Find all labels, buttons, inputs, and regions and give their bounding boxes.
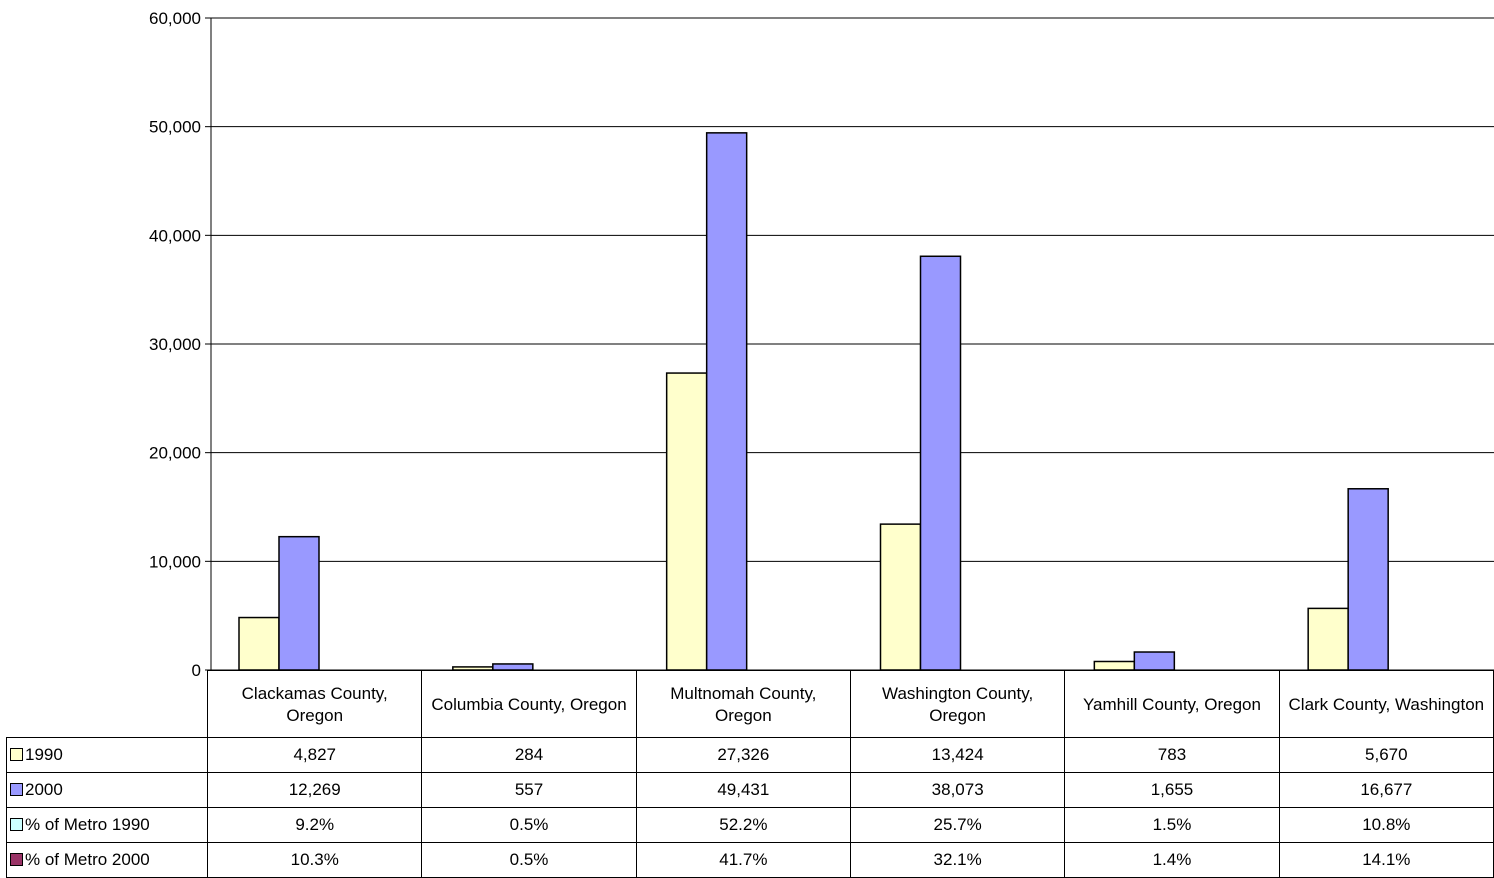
data-label: 1,655 [1064,772,1280,808]
category-header: Clackamas County, Oregon [207,670,423,738]
data-label: 0.5% [421,807,637,843]
data-label: 16,677 [1278,772,1494,808]
data-label: 557 [421,772,637,808]
data-label: 41.7% [635,842,852,878]
data-label: 49,431 [635,772,852,808]
bar-2000 [492,663,534,671]
data-label: 27,326 [635,737,852,773]
data-label: 5,670 [1278,737,1494,773]
series-label: 2000 [5,772,209,808]
data-label: 10.8% [1278,807,1494,843]
data-label: 284 [421,737,637,773]
data-label: 783 [1064,737,1280,773]
gridlines [211,17,1494,671]
category-header: Multnomah County, Oregon [635,670,852,738]
y-tick-label: 40,000 [149,226,201,245]
x-tick-label: Clark County, Washington [1288,695,1485,714]
data-label: 25.7% [849,807,1066,843]
legend-swatch [10,818,23,831]
y-tick-label: 10,000 [149,552,201,571]
data-label: 0.5% [421,842,637,878]
y-tick-label: 50,000 [149,118,201,137]
x-tick-label: Clackamas County, Oregon [241,684,388,725]
data-label: 10.3% [207,842,423,878]
bar-2000 [919,255,962,671]
bar-2000 [1347,488,1389,671]
bar-1990 [1307,607,1349,671]
y-tick-label: 20,000 [149,444,201,463]
bar-1990 [1093,660,1136,671]
y-tick-label: 30,000 [149,335,201,354]
x-tick-label: Yamhill County, Oregon [1082,695,1261,714]
data-table: Clackamas County, Oregon Columbia County,… [5,670,1494,878]
bar-1990 [879,523,922,671]
x-tick-label: Washington County, Oregon [882,684,1034,725]
bar-1990 [238,616,280,671]
series-name: 2000 [25,780,63,799]
data-label: 38,073 [849,772,1066,808]
x-tick-label: Multnomah County, Oregon [670,684,817,725]
bar-2000 [1133,651,1176,671]
table-corner [6,670,209,738]
data-label: 13,424 [849,737,1066,773]
series-label: % of Metro 2000 [5,842,209,878]
bar-2000 [705,132,748,671]
bars [238,132,1389,671]
category-header: Washington County, Oregon [849,670,1066,738]
bar-1990 [665,372,708,671]
bar-chart: 0 10,000 20,000 30,000 40,000 50,000 60,000 [149,9,1494,676]
x-tick-label: Columbia County, Oregon [431,695,627,714]
series-name: 1990 [25,745,63,764]
data-label: 32.1% [849,842,1066,878]
legend-swatch [10,748,23,761]
data-label: 9.2% [207,807,423,843]
table-row: % of Metro 2000 10.3% 0.5% 41.7% 32.1% 1.4% 14… [5,842,1494,878]
data-label: 1.4% [1064,842,1280,878]
table-row: 2000 12,269 557 49,431 38,073 1,655 16,677 [5,772,1494,808]
data-label: 52.2% [635,807,852,843]
data-label: 4,827 [207,737,423,773]
bar-2000 [278,535,320,671]
y-tick-label: 0 [192,661,201,676]
legend-swatch [10,783,23,796]
category-header: Clark County, Washington [1278,670,1494,738]
data-label: 1.5% [1064,807,1280,843]
data-label: 14.1% [1278,842,1494,878]
category-header: Columbia County, Oregon [421,670,637,738]
y-tick-label: 60,000 [149,9,201,28]
table-row: % of Metro 1990 9.2% 0.5% 52.2% 25.7% 1.5% 10.… [5,807,1494,843]
series-name: % of Metro 2000 [25,850,150,869]
series-label: % of Metro 1990 [5,807,209,843]
y-axis: 0 10,000 20,000 30,000 40,000 50,000 60,000 [149,9,212,676]
table-row: 1990 4,827 284 27,326 13,424 783 5,670 [5,737,1494,773]
series-name: % of Metro 1990 [25,815,150,834]
legend-swatch [10,853,23,866]
series-label: 1990 [5,737,209,773]
category-header: Yamhill County, Oregon [1064,670,1280,738]
data-label: 12,269 [207,772,423,808]
